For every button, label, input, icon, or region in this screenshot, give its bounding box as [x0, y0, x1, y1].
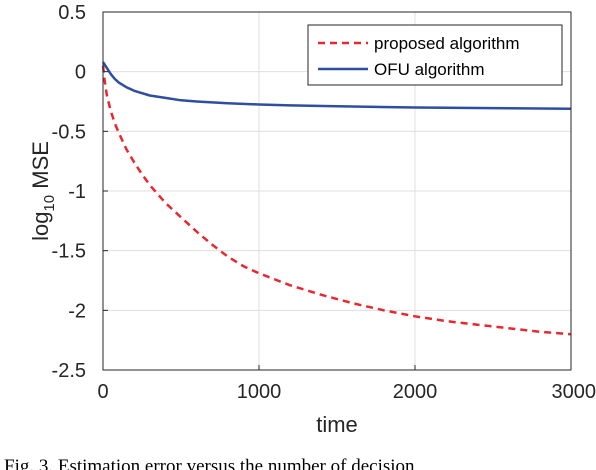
y-axis-label: log10 MSE: [28, 141, 58, 241]
legend-label-ofu: OFU algorithm: [374, 60, 485, 79]
figure-caption: Fig. 3. Estimation error versus the numb…: [4, 456, 415, 470]
y-tick-label: 0.5: [58, 2, 86, 24]
y-tick-label: -0.5: [52, 121, 86, 143]
y-axis-ticks: 0.5 0 -0.5 -1 -1.5 -2 -2.5: [52, 2, 108, 382]
legend: proposed algorithm OFU algorithm: [307, 24, 563, 86]
y-tick-label: -1.5: [52, 241, 86, 263]
series-proposed-line: [101, 65, 572, 336]
line-chart: 0 1000 2000 3000 0.50-0.5-1-1.5-2-2.5 time …: [28, 2, 596, 437]
figure-caption-strip: Fig. 3. Estimation error versus the numb…: [0, 455, 596, 470]
series-ofu-line: [101, 61, 572, 110]
x-tick-label: 3000: [552, 381, 596, 403]
x-axis-label: time: [316, 412, 358, 437]
x-axis-ticks: 0 1000 2000 3000: [97, 365, 596, 403]
x-tick-label: 2000: [393, 381, 438, 403]
series-layer: [101, 61, 572, 336]
legend-box: [307, 24, 563, 86]
legend-label-proposed: proposed algorithm: [374, 34, 520, 53]
y-tick-label: -2: [68, 300, 86, 322]
x-tick-label: 0: [97, 381, 108, 403]
y-tick-label: -1: [68, 181, 86, 203]
y-tick-label: 0: [75, 62, 86, 84]
y-tick-label: -2.5: [52, 360, 86, 382]
x-tick-label: 1000: [237, 381, 282, 403]
